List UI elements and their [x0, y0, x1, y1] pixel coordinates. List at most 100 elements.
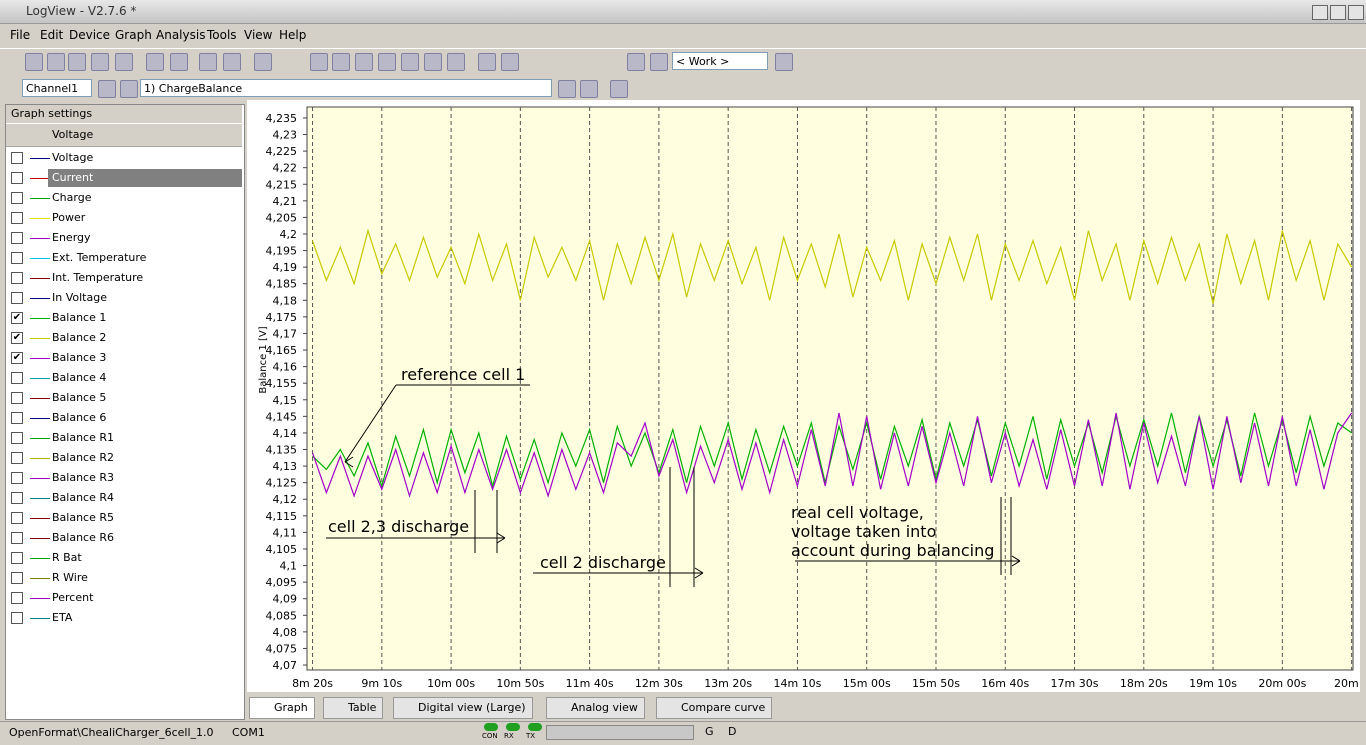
checkbox[interactable]	[11, 612, 23, 624]
tool-button[interactable]	[146, 53, 164, 71]
tool-button[interactable]	[775, 53, 793, 71]
item-label[interactable]: Charge	[52, 191, 92, 204]
menu-item[interactable]: Analysis	[156, 28, 206, 42]
minimize-button[interactable]	[1312, 5, 1328, 20]
checkbox[interactable]: ✔	[11, 332, 23, 344]
checkbox[interactable]	[11, 532, 23, 544]
work-combo[interactable]: < Work >	[672, 52, 768, 70]
checkbox[interactable]	[11, 252, 23, 264]
checkbox[interactable]	[11, 432, 23, 444]
item-label[interactable]: Balance R1	[52, 431, 115, 444]
channel-combo[interactable]: Channel1	[22, 79, 92, 97]
checkbox[interactable]	[11, 292, 23, 304]
checkbox[interactable]	[11, 372, 23, 384]
graph-item[interactable]: Ext. Temperature	[6, 249, 242, 267]
tool-button[interactable]	[199, 53, 217, 71]
tab[interactable]: Table	[323, 697, 384, 719]
item-label[interactable]: Ext. Temperature	[52, 251, 147, 264]
checkbox[interactable]	[11, 512, 23, 524]
checkbox[interactable]	[11, 592, 23, 604]
item-label[interactable]: Balance 6	[52, 411, 107, 424]
item-label[interactable]: Percent	[52, 591, 94, 604]
tool-button[interactable]	[501, 53, 519, 71]
item-label[interactable]: Balance 5	[52, 391, 107, 404]
tool-button[interactable]	[120, 80, 138, 98]
tool-button[interactable]	[610, 80, 628, 98]
tool-button[interactable]	[98, 80, 116, 98]
checkbox[interactable]	[11, 152, 23, 164]
item-label[interactable]: Int. Temperature	[52, 271, 144, 284]
checkbox[interactable]	[11, 552, 23, 564]
graph-item[interactable]: In Voltage	[6, 289, 242, 307]
menu-item[interactable]: View	[244, 28, 273, 42]
graph-item[interactable]: R Wire	[6, 569, 242, 587]
graph-item[interactable]: Charge	[6, 189, 242, 207]
checkbox[interactable]	[11, 172, 23, 184]
tool-button[interactable]	[478, 53, 496, 71]
item-label[interactable]: Balance R6	[52, 531, 115, 544]
menu-item[interactable]: Edit	[40, 28, 64, 42]
close-button[interactable]	[1348, 5, 1364, 20]
graph-item[interactable]: ✔ Balance 3	[6, 349, 242, 367]
graph-item[interactable]: Current	[6, 169, 242, 187]
graph-item[interactable]: Balance 5	[6, 389, 242, 407]
graph-item[interactable]: Energy	[6, 229, 242, 247]
checkbox[interactable]	[11, 212, 23, 224]
tool-button[interactable]	[378, 53, 396, 71]
graph-item[interactable]: Voltage	[6, 149, 242, 167]
checkbox[interactable]	[11, 192, 23, 204]
graph-item[interactable]: Balance R1	[6, 429, 242, 447]
tool-button[interactable]	[355, 53, 373, 71]
tool-button[interactable]	[223, 53, 241, 71]
checkbox[interactable]	[11, 472, 23, 484]
item-label[interactable]: Balance 2	[52, 331, 107, 344]
tool-button[interactable]	[627, 53, 645, 71]
tool-button[interactable]	[310, 53, 328, 71]
tool-button[interactable]	[558, 80, 576, 98]
item-label[interactable]: Balance 4	[52, 371, 107, 384]
item-label[interactable]: Balance R4	[52, 491, 115, 504]
item-label[interactable]: Balance 1	[52, 311, 107, 324]
menu-item[interactable]: Graph	[115, 28, 152, 42]
graph-item[interactable]: Percent	[6, 589, 242, 607]
graph-item[interactable]: Balance 4	[6, 369, 242, 387]
maximize-button[interactable]	[1330, 5, 1346, 20]
item-label[interactable]: ETA	[52, 611, 73, 624]
menu-item[interactable]: Device	[69, 28, 111, 42]
tool-button[interactable]	[254, 53, 272, 71]
checkbox[interactable]	[11, 412, 23, 424]
item-label[interactable]: In Voltage	[52, 291, 107, 304]
tool-button[interactable]	[401, 53, 419, 71]
tool-button[interactable]	[650, 53, 668, 71]
checkbox[interactable]	[11, 232, 23, 244]
menu-item[interactable]: File	[10, 28, 31, 42]
tool-button[interactable]	[91, 53, 109, 71]
menu-item[interactable]: Help	[279, 28, 307, 42]
item-label[interactable]: Power	[52, 211, 86, 224]
graph-item[interactable]: Balance R6	[6, 529, 242, 547]
graph-item[interactable]: Balance 6	[6, 409, 242, 427]
graph-item[interactable]: Balance R4	[6, 489, 242, 507]
graph-item[interactable]: Balance R5	[6, 509, 242, 527]
checkbox[interactable]	[11, 272, 23, 284]
graph-item[interactable]: Balance R2	[6, 449, 242, 467]
checkbox[interactable]	[11, 572, 23, 584]
tool-button[interactable]	[115, 53, 133, 71]
item-label[interactable]: Balance R2	[52, 451, 115, 464]
tool-button[interactable]	[47, 53, 65, 71]
graph-item[interactable]: ✔ Balance 2	[6, 329, 242, 347]
checkbox[interactable]	[11, 492, 23, 504]
tab[interactable]: Graph	[249, 697, 315, 719]
tab[interactable]: Digital view (Large)	[393, 697, 533, 719]
tab[interactable]: Analog view	[546, 697, 645, 719]
item-label[interactable]: Energy	[52, 231, 91, 244]
graph-combo[interactable]: 1) ChargeBalance	[140, 79, 552, 97]
checkbox[interactable]: ✔	[11, 352, 23, 364]
graph-item[interactable]: ✔ Balance 1	[6, 309, 242, 327]
graph-item[interactable]: Balance R3	[6, 469, 242, 487]
menu-item[interactable]: Tools	[207, 28, 237, 42]
item-label[interactable]: R Bat	[52, 551, 82, 564]
graph-item[interactable]: ETA	[6, 609, 242, 627]
tab[interactable]: Compare curve	[656, 697, 773, 719]
tool-button[interactable]	[424, 53, 442, 71]
